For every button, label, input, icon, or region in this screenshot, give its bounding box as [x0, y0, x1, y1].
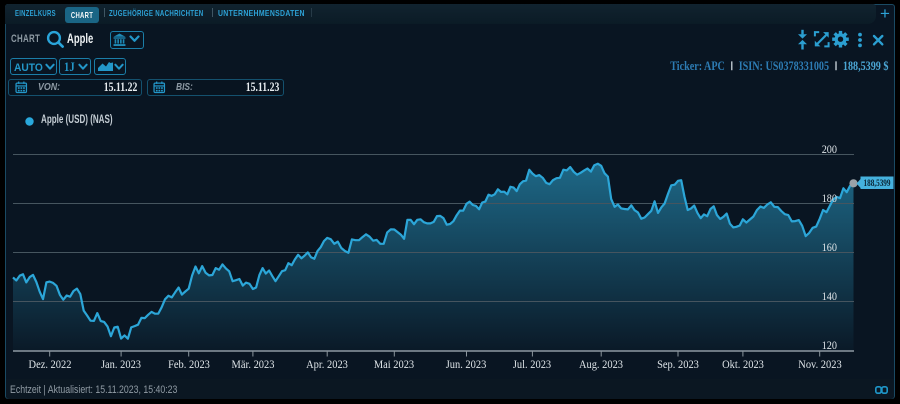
svg-text:188,5399: 188,5399 — [864, 178, 891, 188]
